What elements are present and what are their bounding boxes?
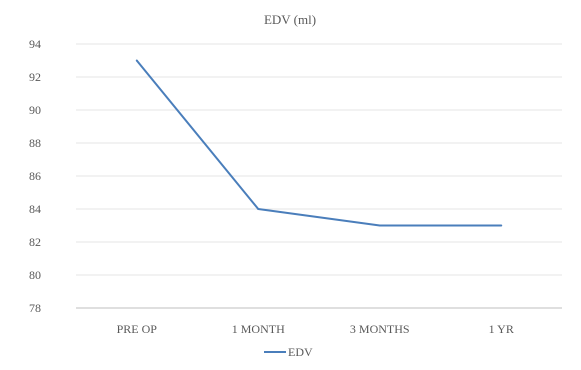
series-line-edv xyxy=(135,59,502,227)
y-tick-label: 78 xyxy=(29,301,41,315)
series-layer xyxy=(135,59,503,227)
y-tick-label: 90 xyxy=(29,103,41,117)
legend-label: EDV xyxy=(288,345,313,359)
y-tick-label: 92 xyxy=(29,70,41,84)
x-tick-label: 1 YR xyxy=(489,322,514,336)
y-tick-label: 86 xyxy=(29,169,41,183)
chart-title: EDV (ml) xyxy=(264,12,316,27)
y-tick-label: 80 xyxy=(29,268,41,282)
data-point xyxy=(500,224,503,227)
data-point xyxy=(257,208,260,210)
y-tick-label: 84 xyxy=(29,202,41,216)
x-tick-label: PRE OP xyxy=(117,322,158,336)
y-tick-label: 82 xyxy=(29,235,41,249)
y-tick-label: 88 xyxy=(29,136,41,150)
x-axis-ticks: PRE OP 1 MONTH 3 MONTHS 1 YR xyxy=(117,322,514,336)
y-axis-ticks: 78 80 82 84 86 88 90 92 94 xyxy=(29,37,41,315)
x-tick-label: 3 MONTHS xyxy=(350,322,410,336)
x-tick-label: 1 MONTH xyxy=(232,322,285,336)
data-point xyxy=(378,224,381,227)
y-tick-label: 94 xyxy=(29,37,41,51)
legend: EDV xyxy=(264,345,313,359)
gridlines xyxy=(76,43,562,309)
data-point xyxy=(135,59,138,62)
